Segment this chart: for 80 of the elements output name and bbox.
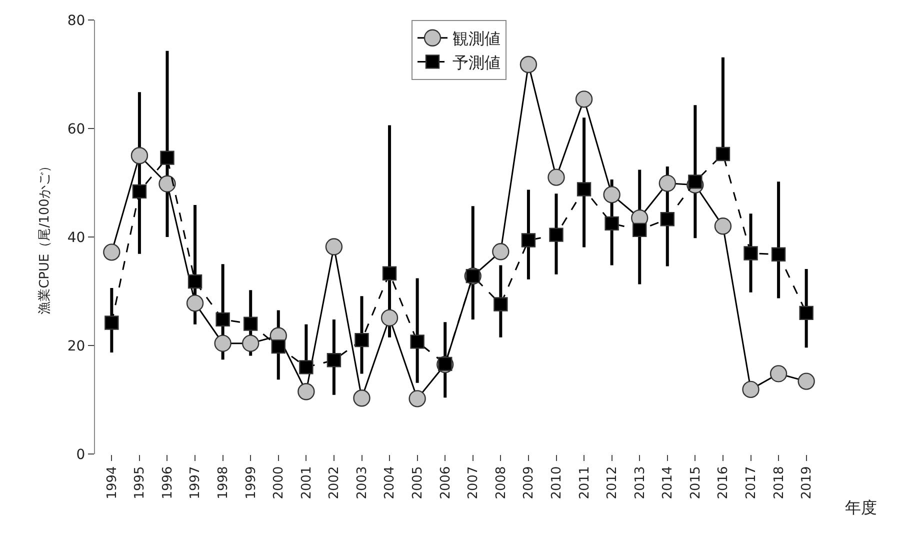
x-axis-title: 年度	[845, 498, 877, 517]
x-tick-label: 2003	[354, 466, 370, 500]
x-tick-label: 2010	[549, 466, 564, 500]
point	[244, 316, 258, 331]
point	[298, 383, 315, 400]
point	[742, 380, 760, 398]
point	[714, 218, 732, 235]
point	[744, 246, 758, 260]
point	[242, 334, 260, 352]
point	[799, 306, 814, 320]
x-tick-label: 2008	[494, 466, 509, 500]
point	[104, 316, 119, 330]
point	[299, 360, 314, 374]
x-tick-label: 2018	[772, 466, 787, 500]
x-tick-label: 2019	[800, 466, 815, 500]
point	[603, 186, 620, 204]
point	[382, 266, 397, 280]
x-tick-label: 2002	[327, 466, 342, 500]
point	[770, 365, 788, 382]
x-tick-label: 2014	[660, 466, 676, 500]
x-tick-label: 1995	[132, 466, 148, 500]
point	[660, 212, 674, 226]
point	[380, 309, 398, 326]
point	[325, 238, 343, 256]
point	[548, 168, 565, 186]
point	[520, 56, 538, 74]
point	[521, 233, 536, 248]
x-tick-label: 1997	[188, 466, 204, 500]
point	[271, 339, 286, 354]
point	[188, 274, 202, 289]
x-tick-label: 1996	[160, 466, 176, 500]
point	[604, 216, 619, 231]
point	[103, 244, 120, 261]
point	[216, 312, 230, 327]
point	[214, 334, 232, 352]
x-tick-label: 1999	[244, 466, 259, 500]
x-tick-label: 2006	[438, 466, 454, 500]
point	[716, 146, 730, 162]
point	[160, 150, 174, 165]
x-tick-label: 2000	[272, 466, 287, 500]
point	[575, 90, 593, 108]
y-tick-label: 20	[67, 338, 86, 354]
x-tick-label: 2011	[577, 466, 592, 500]
point	[354, 332, 369, 348]
x-tick-label: 2015	[688, 466, 704, 500]
point	[408, 390, 426, 408]
point	[492, 243, 510, 260]
point	[132, 184, 147, 199]
point	[130, 147, 148, 164]
x-tick-label: 1994	[104, 466, 120, 500]
point	[186, 294, 204, 312]
x-tick-label: 2007	[466, 466, 482, 500]
x-tick-label: 1998	[216, 466, 232, 500]
point	[688, 174, 702, 189]
x-tick-label: 2013	[632, 466, 648, 500]
y-tick-label: 40	[67, 230, 86, 246]
legend-label: 観測値	[452, 29, 500, 48]
y-tick-label: 80	[67, 12, 86, 29]
y-tick-label: 0	[76, 446, 86, 463]
x-tick-label: 2004	[382, 466, 398, 500]
point	[353, 390, 370, 407]
y-tick-label: 60	[67, 121, 86, 138]
point	[326, 353, 342, 368]
point	[549, 228, 564, 242]
point	[632, 222, 647, 238]
point	[158, 175, 176, 192]
x-tick-label: 2009	[522, 466, 537, 500]
point	[658, 174, 676, 192]
point	[576, 182, 592, 196]
x-tick-label: 2016	[716, 466, 732, 500]
x-tick-label: 2012	[605, 466, 620, 500]
point	[798, 372, 815, 390]
x-tick-label: 2001	[299, 466, 314, 500]
point	[494, 297, 508, 312]
y-axis-title: 漁業CPUE（尾/100かご）	[37, 160, 52, 314]
x-tick-label: 2017	[744, 466, 759, 500]
point	[410, 334, 424, 349]
point	[771, 247, 786, 262]
legend-label: 予測値	[452, 52, 500, 72]
x-tick-label: 2005	[410, 466, 426, 500]
